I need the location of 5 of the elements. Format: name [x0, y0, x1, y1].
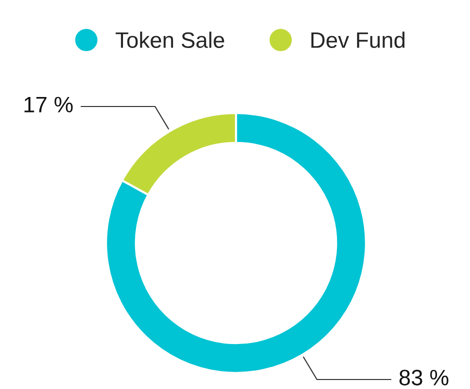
donut-slice [104, 112, 368, 374]
data-label: 17 % [24, 96, 73, 112]
data-label: 83 % [399, 370, 448, 386]
legend-label: Token Sale [116, 32, 224, 48]
legend-label: Dev Fund [311, 32, 404, 48]
